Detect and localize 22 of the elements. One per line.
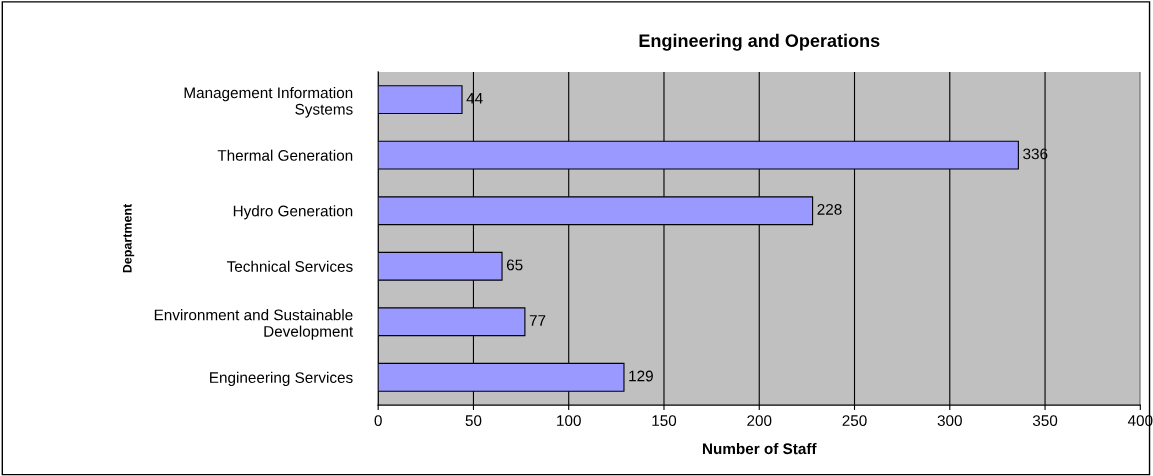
x-tick-label: 0 <box>374 415 382 427</box>
x-tick-label: 200 <box>747 415 772 427</box>
x-tick-label: 250 <box>842 415 867 427</box>
x-tick-label: 100 <box>557 415 581 427</box>
y-tick-label: Management Information Systems <box>184 86 353 118</box>
y-tick-label: Hydro Generation <box>233 205 353 220</box>
y-tick-label: Environment and Sustainable Development <box>154 309 354 340</box>
data-label: 228 <box>817 203 842 215</box>
x-tick-label: 50 <box>465 415 482 427</box>
x-tick-label: 350 <box>1032 415 1058 427</box>
chart-title: Engineering and Operations <box>639 33 880 51</box>
x-tick-label: 150 <box>652 415 677 427</box>
y-tick-label: Thermal Generation <box>217 149 353 161</box>
data-label: 65 <box>506 259 523 271</box>
x-axis-title: Number of Staff <box>702 442 817 455</box>
y-tick-label: Technical Services <box>227 260 353 272</box>
y-axis-title: Department <box>122 203 135 273</box>
y-tick-label: Engineering Services <box>210 371 353 387</box>
data-label: 129 <box>629 370 653 382</box>
data-label: 77 <box>529 315 546 326</box>
x-tick-label: 300 <box>937 415 962 427</box>
bar <box>378 85 463 115</box>
